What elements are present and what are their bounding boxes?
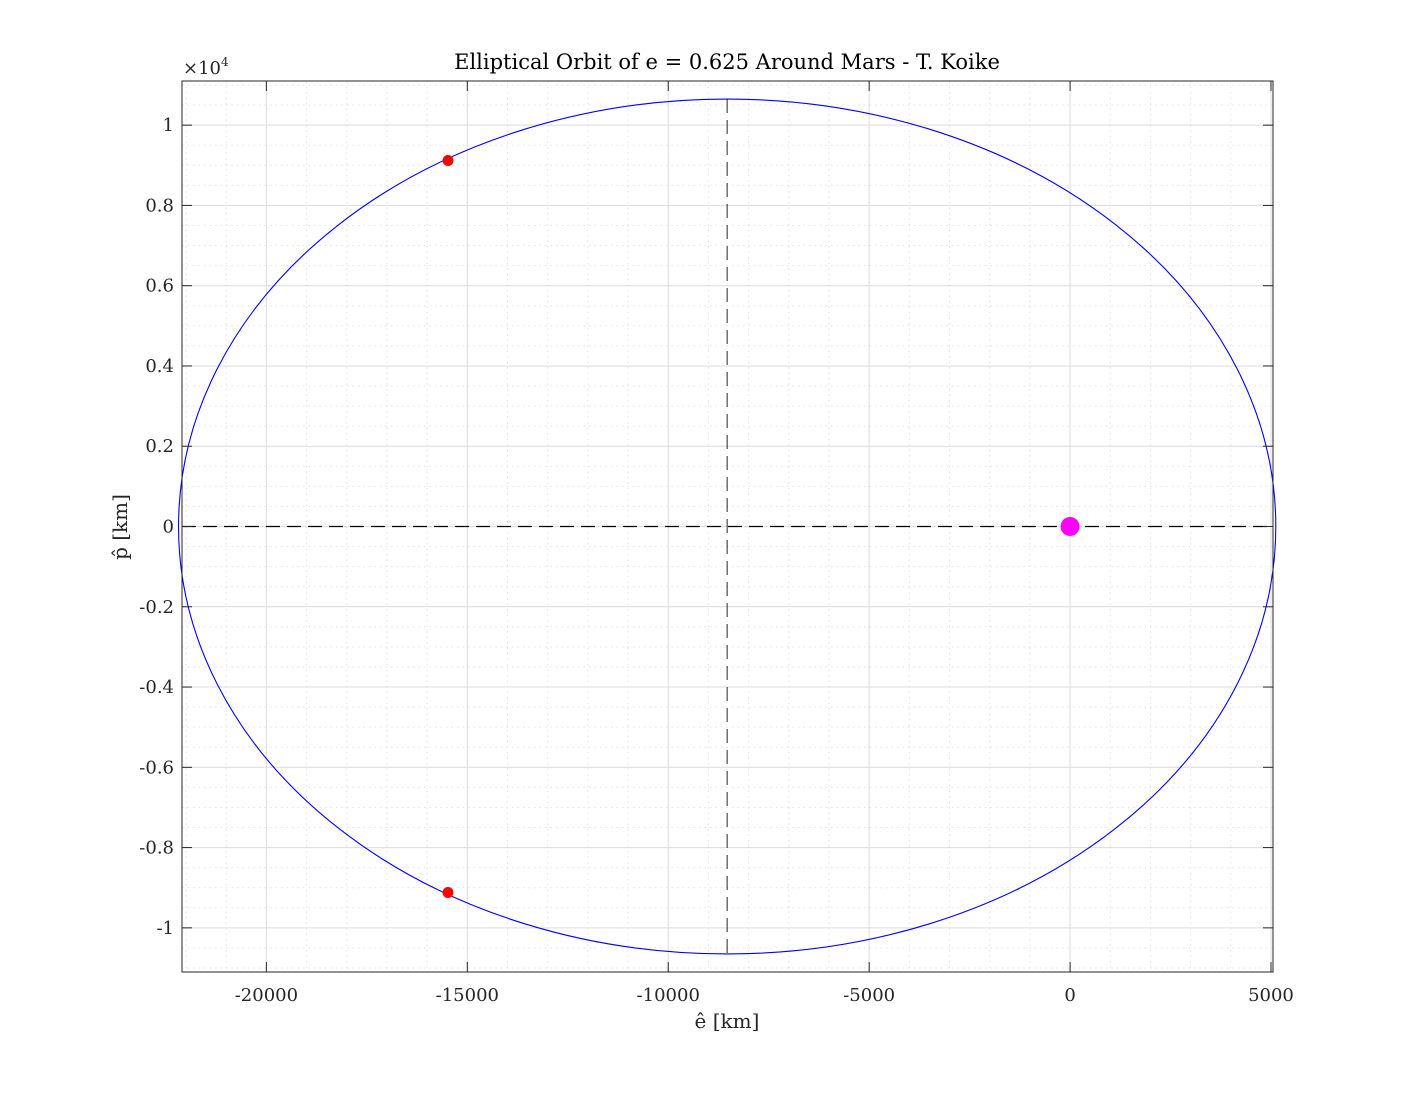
- x-tick-label: -10000: [637, 985, 700, 1006]
- plot-area: [177, 98, 1277, 955]
- y-tick-label: -0.6: [139, 757, 174, 778]
- x-tick-label: 0: [1064, 985, 1075, 1006]
- y-tick-label: -0.2: [139, 597, 174, 618]
- y-axis-label: p̂ [km]: [108, 494, 132, 560]
- y-exponent-label: ×104: [183, 55, 229, 79]
- y-tick-label: -0.4: [139, 677, 174, 698]
- x-tick-label: -20000: [235, 985, 298, 1006]
- x-axis-label: ê [km]: [695, 1009, 760, 1033]
- mars-focus-marker: [1060, 517, 1080, 536]
- orbit-point-marker: [442, 154, 454, 166]
- chart-title: Elliptical Orbit of e = 0.625 Around Mar…: [454, 50, 1000, 74]
- y-tick-label: 0.4: [145, 356, 174, 377]
- y-exponent-power: 4: [221, 55, 229, 69]
- y-tick-label: 0: [163, 517, 174, 538]
- x-tick-label: -15000: [436, 985, 499, 1006]
- y-exponent-base: ×10: [183, 58, 221, 79]
- y-tick-label: -0.8: [139, 838, 174, 859]
- x-tick-label: -5000: [843, 985, 895, 1006]
- y-tick-label: 0.6: [145, 276, 174, 297]
- orbit-point-marker: [442, 887, 454, 899]
- tick-labels: -20000 -15000 -10000 -5000 0 5000 1 0.8 0.6 0.4 0.…: [139, 115, 1294, 1006]
- y-tick-label: 0.2: [145, 436, 174, 457]
- y-tick-label: 0.8: [145, 195, 174, 216]
- axis-ticks: [182, 81, 1273, 972]
- y-tick-label: 1: [163, 115, 174, 136]
- y-tick-label: -1: [156, 918, 174, 939]
- x-tick-label: 5000: [1248, 985, 1294, 1006]
